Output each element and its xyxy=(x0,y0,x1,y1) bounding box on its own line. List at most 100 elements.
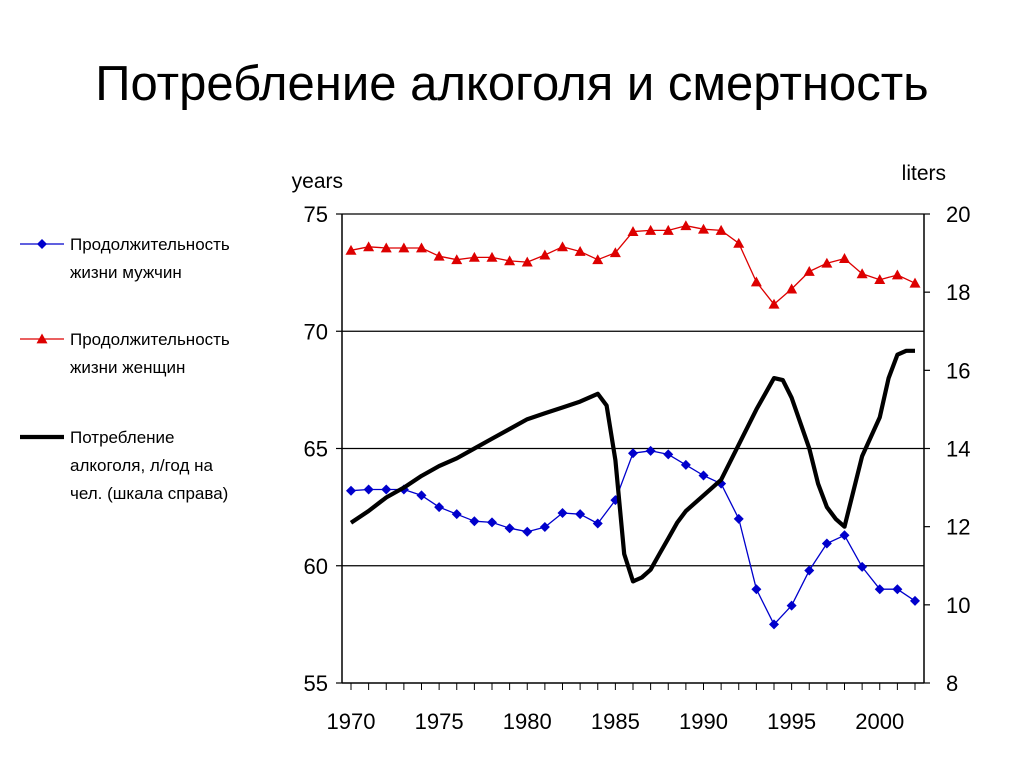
series-layer xyxy=(345,220,921,630)
point-female xyxy=(891,269,903,280)
point-female xyxy=(821,257,833,268)
point-male xyxy=(821,538,832,549)
series-female xyxy=(345,220,921,309)
series-alcohol xyxy=(349,348,915,584)
legend-label-female: жизни женщин xyxy=(70,358,185,377)
point-male xyxy=(363,484,374,495)
point-female xyxy=(839,253,850,263)
point-female xyxy=(768,298,780,309)
left-tick-label: 60 xyxy=(304,554,328,579)
point-male xyxy=(451,509,462,520)
point-male xyxy=(874,584,885,595)
point-female xyxy=(662,224,674,235)
legend-marker-male xyxy=(37,239,47,249)
left-tick-label: 55 xyxy=(304,671,328,696)
point-male xyxy=(910,595,920,606)
legend-label-male: Продолжительность xyxy=(70,235,230,254)
point-female xyxy=(451,254,463,265)
series-line-alcohol xyxy=(349,348,915,584)
point-male xyxy=(698,470,709,481)
right-tick-label: 14 xyxy=(946,437,970,462)
point-male xyxy=(663,449,674,460)
point-female xyxy=(733,237,745,248)
point-male xyxy=(522,526,533,537)
point-male xyxy=(857,561,868,572)
point-male xyxy=(751,584,762,595)
legend-entry-male: Продолжительность жизни мужчин xyxy=(20,235,230,282)
left-axis-label: years xyxy=(292,170,343,193)
left-tick-label: 70 xyxy=(304,319,328,344)
right-tick-label: 18 xyxy=(946,280,970,305)
point-male xyxy=(434,502,445,513)
x-tick-label: 1990 xyxy=(679,709,728,734)
legend-entry-alcohol: Потребление алкоголя, л/год на чел. (шкала… xyxy=(20,428,228,503)
x-tick-label: 1980 xyxy=(503,709,552,734)
point-female xyxy=(539,249,551,260)
point-male xyxy=(469,516,480,527)
x-tick-label: 1970 xyxy=(327,709,376,734)
point-male xyxy=(381,484,392,495)
legend-label-male: жизни мужчин xyxy=(70,263,182,282)
x-tick-label: 1995 xyxy=(767,709,816,734)
point-female xyxy=(715,224,727,235)
point-male xyxy=(416,490,427,501)
point-male xyxy=(346,485,356,496)
legend-label-female: Продолжительность xyxy=(70,330,230,349)
point-female xyxy=(909,277,921,288)
point-female xyxy=(874,274,886,285)
x-tick-label: 1985 xyxy=(591,709,640,734)
point-female xyxy=(557,241,568,252)
point-female xyxy=(609,247,621,258)
point-male xyxy=(539,522,550,533)
right-tick-label: 16 xyxy=(946,358,970,383)
legend-label-alcohol: Потребление xyxy=(70,428,175,447)
point-female xyxy=(680,220,692,231)
point-female xyxy=(786,283,798,294)
point-female xyxy=(433,250,445,261)
right-tick-label: 10 xyxy=(946,593,970,618)
point-male xyxy=(786,600,797,611)
legend-entry-female: Продолжительность жизни женщин xyxy=(20,330,230,377)
point-male xyxy=(804,565,815,576)
point-male xyxy=(769,619,779,630)
series-line-male xyxy=(350,450,916,626)
point-female xyxy=(345,244,357,255)
right-tick-label: 12 xyxy=(946,515,970,540)
right-axis-label: liters xyxy=(902,162,946,185)
legend-marker-female xyxy=(36,333,48,344)
point-male xyxy=(628,448,638,459)
legend-label-alcohol: чел. (шкала справа) xyxy=(70,484,228,503)
point-male xyxy=(892,584,903,595)
point-male xyxy=(504,523,515,534)
grid-layer xyxy=(342,213,924,567)
x-tick-label: 2000 xyxy=(855,709,904,734)
point-female xyxy=(750,276,762,287)
point-female xyxy=(398,242,410,253)
point-female xyxy=(856,268,868,279)
left-tick-label: 75 xyxy=(304,202,328,227)
point-female xyxy=(380,242,392,253)
left-tick-label: 65 xyxy=(304,437,328,462)
right-tick-label: 8 xyxy=(946,671,958,696)
point-female xyxy=(698,223,709,234)
right-tick-label: 20 xyxy=(946,202,970,227)
x-tick-label: 1975 xyxy=(415,709,464,734)
point-female xyxy=(592,254,604,265)
point-female xyxy=(645,224,657,235)
point-male xyxy=(575,509,586,520)
point-female xyxy=(486,251,498,262)
point-male xyxy=(680,459,691,470)
point-female xyxy=(803,265,815,276)
point-male xyxy=(487,517,497,528)
point-male xyxy=(839,530,850,541)
point-female xyxy=(521,256,533,267)
point-female xyxy=(416,242,427,253)
point-female xyxy=(363,241,375,252)
slide-title: Потребление алкоголя и смертность xyxy=(95,57,929,111)
point-male xyxy=(733,513,744,524)
point-male xyxy=(592,518,603,529)
point-male xyxy=(557,507,568,518)
